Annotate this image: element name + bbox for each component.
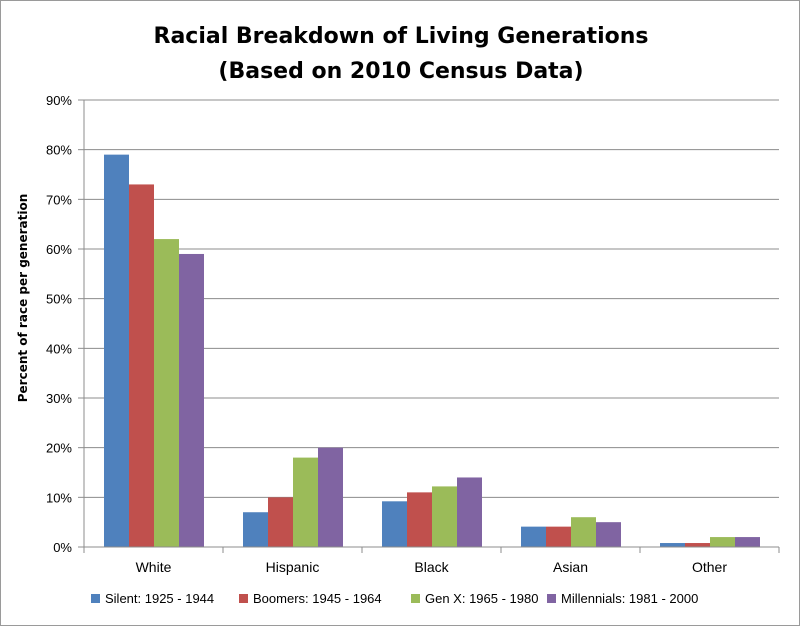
x-category-label: White: [136, 559, 172, 575]
bar: [571, 517, 596, 547]
x-category-label: Other: [692, 559, 727, 575]
bar: [382, 501, 407, 547]
bar: [521, 526, 546, 547]
legend-label: Silent: 1925 - 1944: [105, 591, 214, 606]
y-tick-label: 60%: [46, 242, 72, 257]
x-category-label: Hispanic: [266, 559, 320, 575]
y-axis-ticks: 0% 10% 20% 30% 40% 50% 60% 70% 80% 90%: [46, 93, 84, 555]
bar: [710, 537, 735, 547]
x-category-label: Black: [414, 559, 449, 575]
x-category-label: Asian: [553, 559, 588, 575]
legend-label: Millennials: 1981 - 2000: [561, 591, 698, 606]
y-tick-label: 40%: [46, 341, 72, 356]
legend-swatch: [239, 594, 248, 603]
y-tick-label: 80%: [46, 143, 72, 158]
y-axis-label: Percent of race per generation: [16, 194, 30, 403]
bar: [129, 184, 154, 547]
bars: [104, 154, 760, 548]
bar: [660, 543, 685, 547]
bar: [154, 239, 179, 548]
legend-label: Gen X: 1965 - 1980: [425, 591, 538, 606]
bar: [243, 512, 268, 547]
bar: [104, 154, 129, 547]
y-tick-label: 30%: [46, 391, 72, 406]
y-tick-label: 50%: [46, 292, 72, 307]
chart-title: Racial Breakdown of Living Generations: [154, 24, 649, 49]
y-tick-label: 0%: [53, 540, 72, 555]
bar: [293, 457, 318, 547]
bar: [407, 492, 432, 547]
legend: Silent: 1925 - 1944 Boomers: 1945 - 1964 G…: [91, 591, 698, 606]
bar: [546, 526, 571, 547]
bar: [685, 543, 710, 547]
bar: [735, 537, 760, 547]
legend-swatch: [91, 594, 100, 603]
y-tick-label: 20%: [46, 441, 72, 456]
bar: [179, 253, 204, 547]
legend-swatch: [547, 594, 556, 603]
x-axis-categories: White Hispanic Black Asian Other: [136, 559, 728, 575]
legend-swatch: [411, 594, 420, 603]
y-tick-label: 70%: [46, 192, 72, 207]
chart-subtitle: (Based on 2010 Census Data): [218, 59, 583, 84]
bar: [432, 486, 457, 547]
bar: [318, 447, 343, 547]
legend-label: Boomers: 1945 - 1964: [253, 591, 382, 606]
y-tick-label: 10%: [46, 490, 72, 505]
bar: [457, 477, 482, 547]
bar: [596, 522, 621, 547]
y-tick-label: 90%: [46, 93, 72, 108]
bar: [268, 497, 293, 547]
axes: [83, 100, 780, 553]
